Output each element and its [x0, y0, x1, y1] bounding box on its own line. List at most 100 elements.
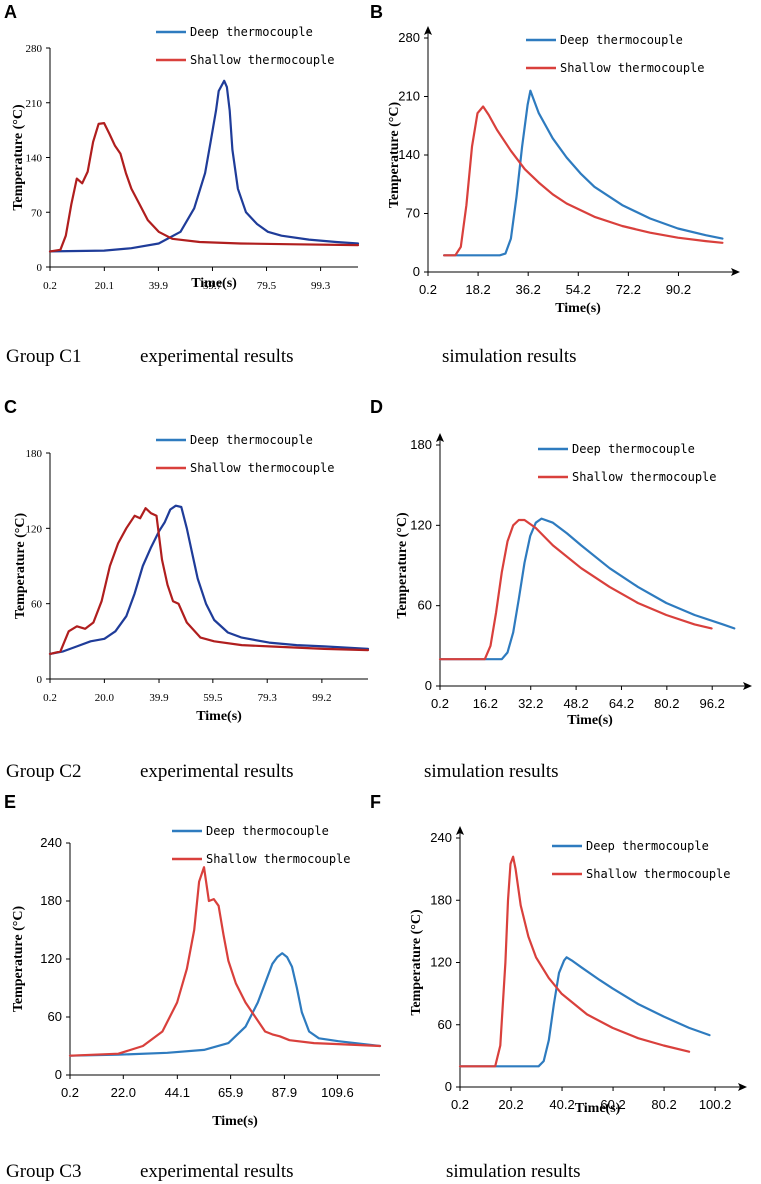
panel-c-legend-label: Deep thermocouple	[190, 433, 313, 447]
panel-a-x-tick-label: 0.2	[43, 280, 57, 292]
panel-b: B 0.2 18.2 36.2 54.2 72.2 90.2 0 70 140 210 280 Tim…	[370, 2, 740, 316]
panel-f-plot: 0.2 20.2 40.2 60.2 80.2 100.2 0 60 120 180 240 Time…	[409, 826, 747, 1116]
panel-b-y-tick-label: 140	[398, 147, 420, 162]
panel-f-x-tick-label: 100.2	[699, 1097, 732, 1112]
panel-e-y-tick-label: 180	[40, 893, 62, 908]
panel-a-x-tick-label: 59.7	[203, 280, 223, 292]
panel-c-legend-label: Shallow thermocouple	[190, 461, 335, 475]
panel-e-y-tick-label: 240	[40, 835, 62, 850]
panel-b-letter: B	[370, 2, 383, 22]
panel-d-shallow-series	[438, 518, 713, 661]
panel-c-plot: 0.2 20.0 39.9 59.5 79.3 99.2 0 60 120 180 Time(s) T…	[13, 433, 370, 724]
panel-a-x-tick-label: 20.1	[95, 280, 114, 292]
panel-d-x-tick-label: 0.2	[431, 696, 449, 711]
panel-d-deep-series	[438, 517, 736, 661]
panel-c: C 0.2 20.0 39.9 59.5 79.3 99.2 0 60 120 180 Time(s…	[4, 397, 370, 724]
panel-d-x-axis-title: Time(s)	[567, 713, 613, 728]
panel-a-y-tick-label: 140	[26, 153, 43, 165]
panel-e-x-tick-label: 65.9	[218, 1085, 243, 1100]
panel-e-legend-label: Shallow thermocouple	[206, 852, 351, 866]
panel-d-letter: D	[370, 397, 383, 417]
panel-a-letter: A	[4, 2, 17, 22]
panel-b-x-tick-label: 0.2	[419, 282, 437, 297]
panel-e-deep-series	[68, 952, 382, 1057]
panel-a-deep-series	[48, 79, 360, 253]
panel-c-x-tick-label: 39.9	[149, 692, 169, 704]
panel-f-shallow-series	[458, 855, 691, 1068]
panel-b-y-tick-label: 0	[413, 264, 420, 279]
panel-d-legend-label: Shallow thermocouple	[572, 470, 717, 484]
panel-d-y-tick-label: 0	[425, 678, 432, 693]
panel-a-x-axis-title: Time(s)	[191, 276, 237, 291]
panel-a-y-tick-label: 280	[26, 43, 43, 55]
panel-f-y-tick-label: 0	[445, 1079, 452, 1094]
panel-e-legend-label: Deep thermocouple	[206, 824, 329, 838]
caption-c1-experimental: experimental results	[140, 346, 294, 367]
panel-d-x-arrow	[743, 682, 752, 690]
panel-f-y-axis-title: Temperature (°C)	[409, 909, 424, 1016]
panel-b-shallow-series	[443, 105, 724, 257]
panel-e-x-tick-label: 0.2	[61, 1085, 79, 1100]
panel-f-y-tick-label: 180	[430, 892, 452, 907]
panel-e: E 0.2 22.0 44.1 65.9 87.9 109.6 0 60 120 180 240 Ti…	[4, 792, 382, 1129]
panel-f-y-arrow	[456, 826, 464, 835]
panel-d-x-tick-label: 32.2	[518, 696, 543, 711]
caption-group-c1: Group C1	[6, 346, 81, 367]
panel-c-x-tick-label: 99.2	[312, 692, 331, 704]
panel-b-x-axis-title: Time(s)	[555, 301, 601, 316]
panel-a: A 0.2 20.1 39.9 59.7 79.5 99.3 0 70 140 210 280 Tim…	[4, 2, 360, 292]
panel-a-x-tick-label: 99.3	[311, 280, 331, 292]
panel-f-x-axis-title: Time(s)	[575, 1101, 621, 1116]
panel-b-legend-label: Shallow thermocouple	[560, 61, 705, 75]
caption-c3-experimental: experimental results	[140, 1161, 294, 1182]
panel-a-y-tick-label: 0	[37, 262, 43, 274]
panel-f-letter: F	[370, 792, 381, 812]
panel-c-x-axis-title: Time(s)	[196, 709, 242, 724]
panel-a-y-axis-title: Temperature (°C)	[11, 104, 26, 211]
panel-f-y-tick-label: 60	[438, 1017, 452, 1032]
panel-a-y-tick-label: 70	[31, 207, 43, 219]
panel-d-x-tick-label: 48.2	[563, 696, 588, 711]
panel-d-x-tick-label: 80.2	[654, 696, 679, 711]
panel-e-y-tick-label: 0	[55, 1067, 62, 1082]
panel-d-x-tick-label: 16.2	[473, 696, 498, 711]
panel-c-y-tick-label: 120	[26, 523, 43, 535]
panel-d-y-tick-label: 180	[410, 437, 432, 452]
panel-f-x-arrow	[738, 1083, 747, 1091]
panel-a-legend-label: Shallow thermocouple	[190, 53, 335, 67]
panel-f-legend-label: Deep thermocouple	[586, 839, 709, 853]
caption-c2-experimental: experimental results	[140, 761, 294, 782]
panel-b-y-tick-label: 70	[406, 206, 420, 221]
panel-e-x-tick-label: 87.9	[272, 1085, 297, 1100]
panel-c-y-tick-label: 180	[26, 448, 43, 460]
panel-e-x-axis-title: Time(s)	[212, 1114, 258, 1129]
panel-b-x-tick-label: 18.2	[465, 282, 490, 297]
panel-a-plot: 0.2 20.1 39.9 59.7 79.5 99.3 0 70 140 210 280 Time(…	[11, 25, 360, 292]
panel-d-x-tick-label: 96.2	[700, 696, 725, 711]
panel-f: F 0.2 20.2 40.2 60.2 80.2 100.2 0 60 120 180 240 Ti…	[370, 792, 747, 1116]
panel-c-letter: C	[4, 397, 17, 417]
panel-b-x-tick-label: 54.2	[566, 282, 591, 297]
panel-f-y-tick-label: 120	[430, 955, 452, 970]
caption-c3-simulation: simulation results	[446, 1161, 581, 1182]
panel-c-x-tick-label: 59.5	[203, 692, 223, 704]
panel-e-x-tick-label: 109.6	[321, 1085, 354, 1100]
panel-b-y-axis-title: Temperature (°C)	[387, 102, 402, 209]
panel-b-x-tick-label: 72.2	[616, 282, 641, 297]
panel-e-x-tick-label: 22.0	[111, 1085, 136, 1100]
panel-b-y-tick-label: 280	[398, 30, 420, 45]
panel-d: D 0.2 16.2 32.2 48.2 64.2 80.2 96.2 0 60 120 180 Ti…	[370, 397, 752, 728]
caption-group-c2: Group C2	[6, 761, 81, 782]
panel-f-x-tick-label: 40.2	[549, 1097, 574, 1112]
panel-a-x-tick-label: 79.5	[257, 280, 277, 292]
panel-f-x-tick-label: 80.2	[651, 1097, 676, 1112]
panel-e-shallow-series	[68, 866, 382, 1057]
panel-c-shallow-series	[48, 507, 370, 656]
panel-f-x-tick-label: 20.2	[498, 1097, 523, 1112]
panel-c-x-tick-label: 20.0	[95, 692, 115, 704]
panel-d-y-axis-title: Temperature (°C)	[395, 512, 410, 619]
panel-d-legend-label: Deep thermocouple	[572, 442, 695, 456]
panel-f-legend-label: Shallow thermocouple	[586, 867, 731, 881]
